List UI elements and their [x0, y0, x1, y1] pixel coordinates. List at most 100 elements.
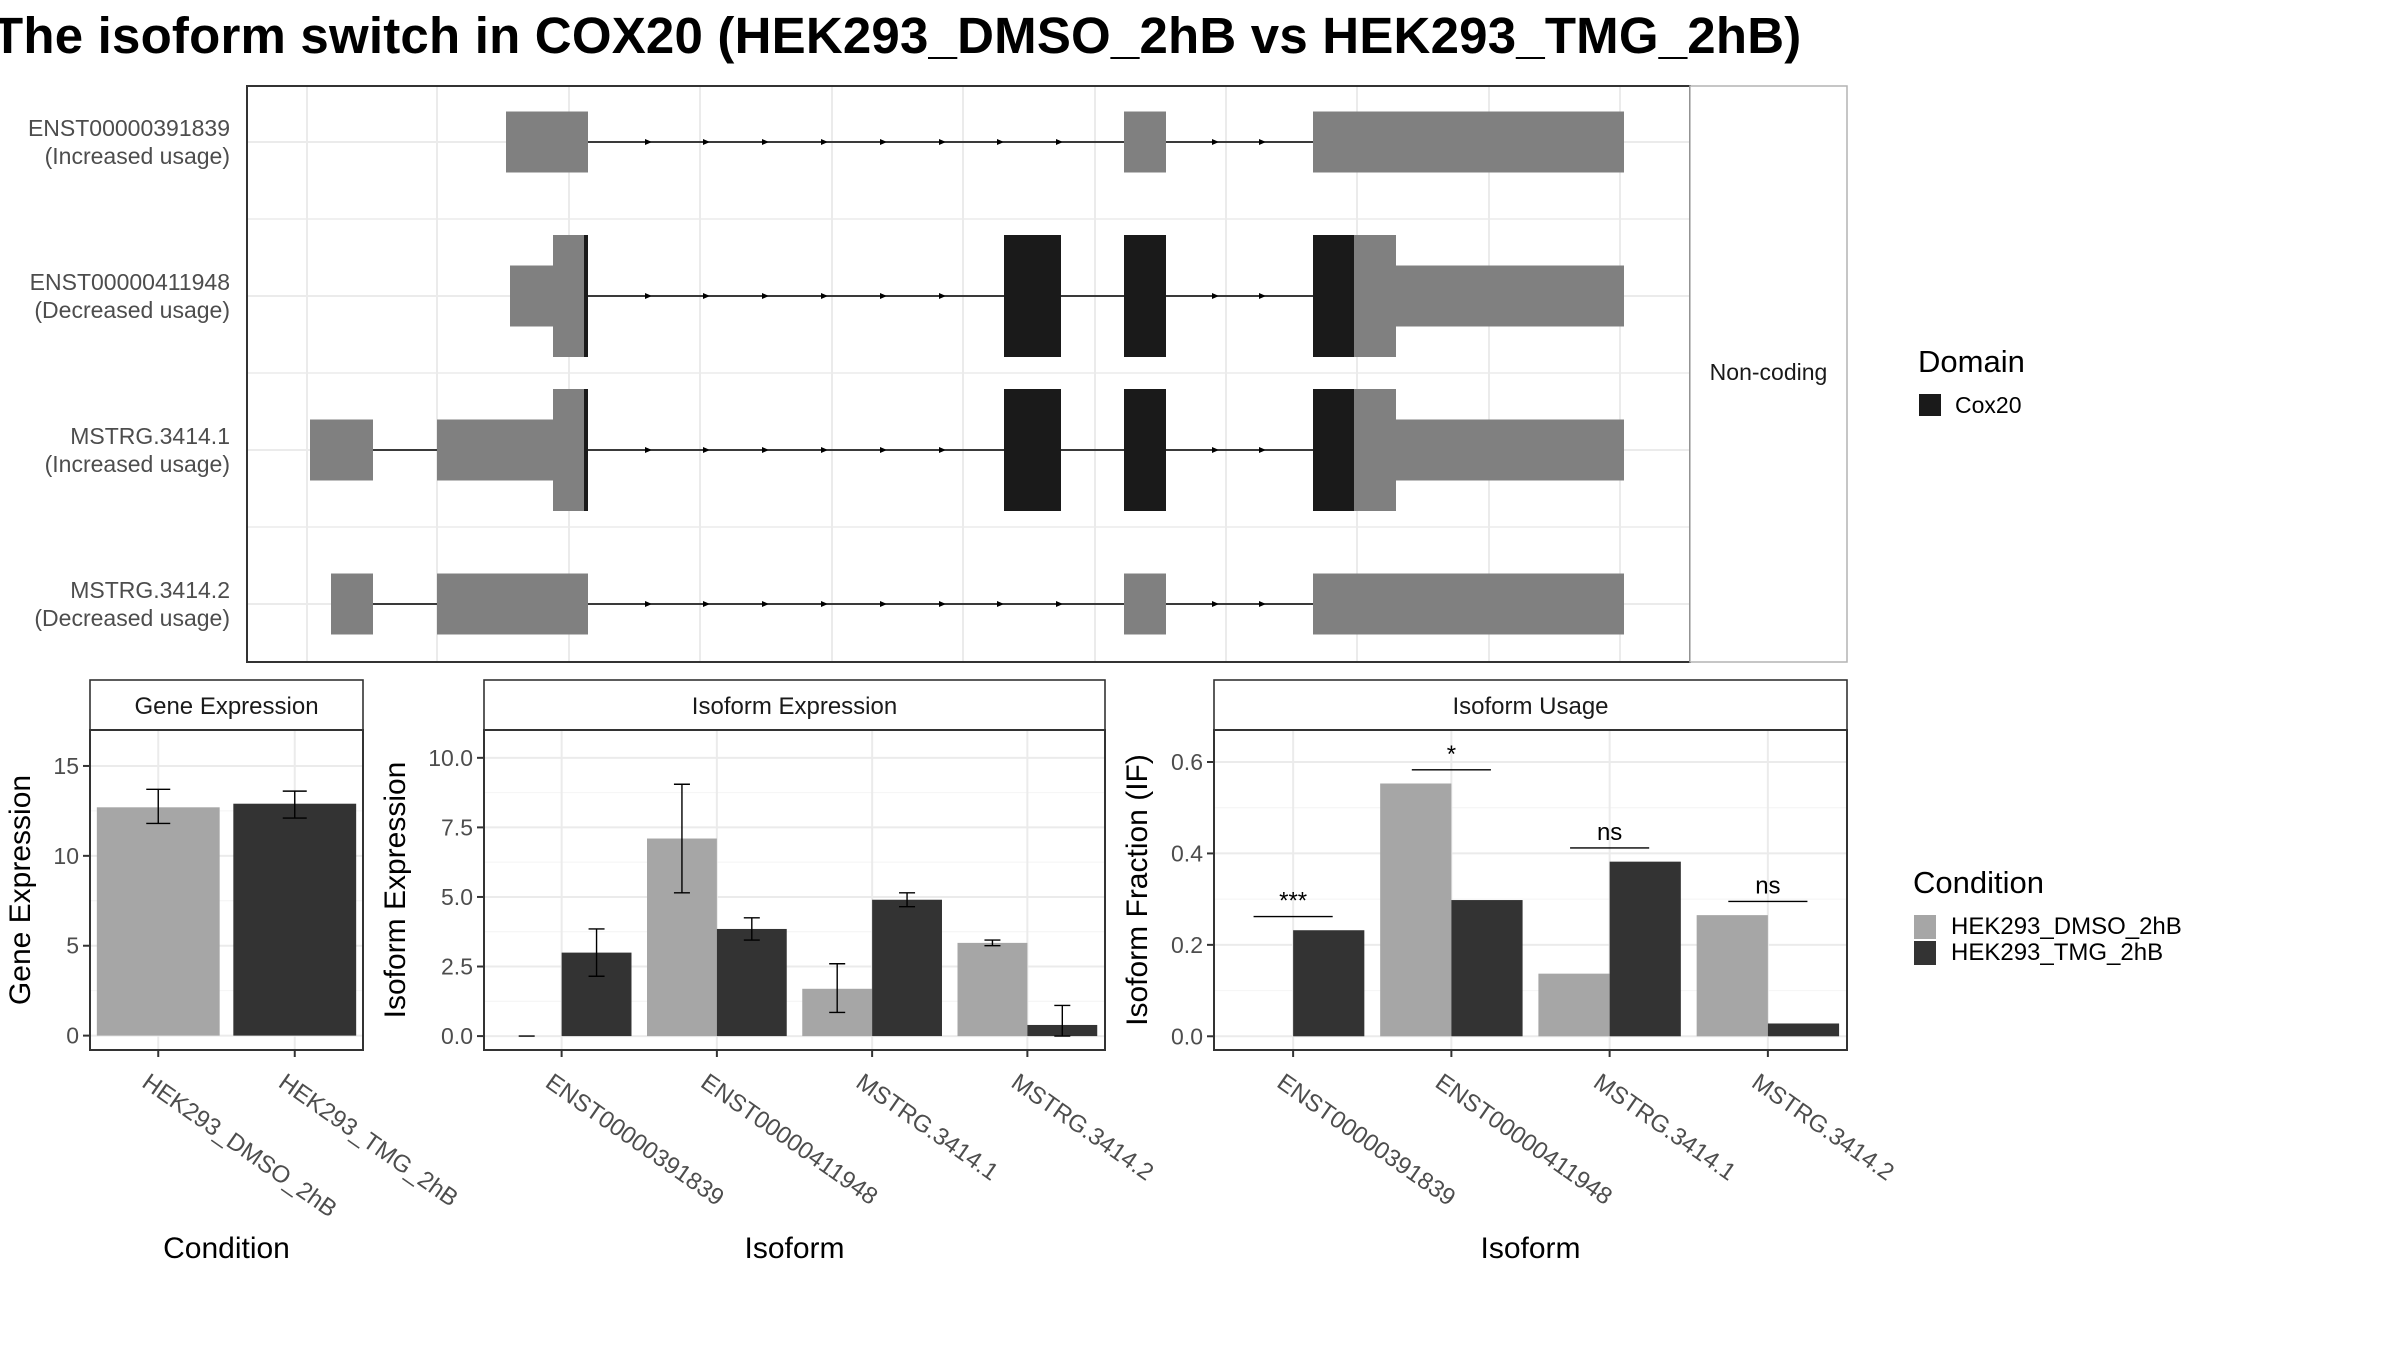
isoform-expression-errorbar [673, 783, 690, 894]
isoform-expression-ytick-label: 7.5 [441, 814, 473, 840]
intron-direction-arrow [939, 139, 946, 145]
exon-block [510, 265, 553, 327]
exon-block [506, 111, 588, 173]
gene-expression-xaxis-title: Condition [163, 1232, 290, 1265]
exon-block [1313, 111, 1624, 173]
isoform-usage-bar [1696, 915, 1768, 1037]
domain-legend-key [1919, 394, 1941, 416]
intron-direction-arrow [821, 447, 828, 453]
isoform-label-mstrg-3414-1: MSTRG.3414.1 [70, 423, 230, 449]
isoform-usage-significance-label: * [1447, 741, 1456, 768]
intron-direction-arrow [1212, 139, 1219, 145]
legends: Domain Cox20 Condition HEK293_DMSO_2hBHEK29… [1913, 344, 2182, 966]
cox20-domain-block [584, 235, 588, 357]
isoform-expression-errorbar [899, 892, 916, 908]
intron-direction-arrow [703, 447, 710, 453]
transcript-structure-panel: Non-coding ENST00000391839 (Increased usag… [28, 85, 1848, 663]
condition-legend-label: HEK293_DMSO_2hB [1951, 913, 2182, 940]
isoform-usage-label-mstrg-3414-2: (Decreased usage) [34, 605, 230, 631]
exon-block [310, 419, 373, 481]
isoform-label-enst00000391839: ENST00000391839 [28, 115, 230, 141]
gene-expression-ytick-label: 10 [53, 843, 79, 869]
isoform-usage-strip-title: Isoform Usage [1452, 693, 1608, 720]
isoform-expression-ytick-label: 2.5 [441, 954, 473, 980]
intron-direction-arrow [880, 139, 887, 145]
cox20-domain-block [1124, 389, 1166, 511]
figure-title: The isoform switch in COX20 (HEK293_DMSO… [0, 7, 1802, 64]
isoform-usage-bar [1767, 1023, 1840, 1037]
exon-block [1396, 265, 1624, 327]
intron-direction-arrow [1056, 601, 1063, 607]
isoform-expression-xtick-label: MSTRG.3414.1 [851, 1069, 1003, 1187]
isoform-usage-panel: Isoform Usage****nsns0.00.20.40.6ENST000… [1121, 679, 1899, 1265]
facet-label-noncoding: Non-coding [1710, 359, 1828, 385]
cox20-domain-block [1004, 235, 1061, 357]
isoform-usage-bar [1538, 973, 1610, 1037]
intron-direction-arrow [1212, 293, 1219, 299]
intron-direction-arrow [703, 139, 710, 145]
intron-direction-arrow [645, 293, 652, 299]
cox20-domain-block [1313, 235, 1354, 357]
condition-legend-key [1914, 941, 1936, 965]
isoform-usage-bar [1380, 783, 1452, 1037]
isoform-expression-errorbar [588, 928, 605, 977]
domain-legend-label: Cox20 [1955, 392, 2021, 418]
intron-direction-arrow [762, 601, 769, 607]
gene-expression-strip [89, 679, 364, 731]
isoform-usage-bar [1293, 930, 1365, 1037]
intron-direction-arrow [939, 447, 946, 453]
isoform-expression-bar [716, 928, 787, 1037]
gene-expression-ytick-label: 5 [66, 933, 79, 959]
intron-direction-arrow [1259, 601, 1266, 607]
exon-block [1124, 573, 1166, 635]
isoform-expression-errorbar [743, 917, 760, 941]
intron-direction-arrow [880, 601, 887, 607]
intron-direction-arrow [762, 139, 769, 145]
isoform-usage-panel-border [1213, 729, 1848, 1051]
isoform-usage-strip [1213, 679, 1848, 731]
isoform-usage-significance-label: *** [1279, 888, 1307, 915]
isoform-expression-panel-border [483, 729, 1106, 1051]
intron-direction-arrow [1212, 447, 1219, 453]
intron-direction-arrow [645, 139, 652, 145]
gene-expression-panel-border [89, 729, 364, 1051]
domain-legend-title: Domain [1918, 344, 2025, 379]
exon-block [1354, 235, 1396, 357]
isoform-expression-bar [872, 899, 942, 1037]
isoform-expression-ytick-label: 0.0 [441, 1023, 473, 1049]
intron-direction-arrow [821, 601, 828, 607]
condition-legend-label: HEK293_TMG_2hB [1951, 939, 2163, 966]
isoform-usage-bar [1451, 900, 1523, 1037]
exon-block [553, 389, 584, 511]
intron-direction-arrow [703, 601, 710, 607]
gene-expression-errorbar [282, 790, 307, 819]
isoform-usage-ytick-label: 0.6 [1171, 749, 1203, 775]
intron-direction-arrow [880, 447, 887, 453]
gene-expression-yaxis-title: Gene Expression [4, 775, 37, 1005]
isoform-usage-label-mstrg-3414-1: (Increased usage) [45, 451, 230, 477]
isoform-expression-ytick-label: 5.0 [441, 884, 473, 910]
isoform-usage-label-enst00000411948: (Decreased usage) [34, 297, 230, 323]
intron-direction-arrow [821, 293, 828, 299]
facet-strip-right [1689, 85, 1848, 663]
isoform-usage-ytick-label: 0.0 [1171, 1023, 1203, 1049]
condition-legend-key [1914, 915, 1936, 939]
isoform-usage-ytick-label: 0.4 [1171, 840, 1203, 866]
intron-direction-arrow [1259, 293, 1266, 299]
isoform-expression-strip-title: Isoform Expression [692, 693, 897, 720]
isoform-label-enst00000411948: ENST00000411948 [30, 269, 230, 295]
isoform-expression-panel: Isoform Expression0.02.55.07.510.0ENST00… [379, 679, 1158, 1265]
intron-direction-arrow [645, 601, 652, 607]
isoform-label-mstrg-3414-2: MSTRG.3414.2 [70, 577, 230, 603]
exon-block [1313, 573, 1624, 635]
intron-direction-arrow [645, 447, 652, 453]
intron-direction-arrow [1056, 139, 1063, 145]
gene-expression-ytick-label: 15 [53, 753, 79, 779]
intron-direction-arrow [821, 139, 828, 145]
cox20-domain-block [1124, 235, 1166, 357]
exon-block [553, 235, 584, 357]
gene-expression-ytick-label: 0 [66, 1023, 79, 1049]
isoform-expression-errorbar [1054, 1004, 1071, 1037]
gene-expression-strip-title: Gene Expression [134, 693, 318, 720]
